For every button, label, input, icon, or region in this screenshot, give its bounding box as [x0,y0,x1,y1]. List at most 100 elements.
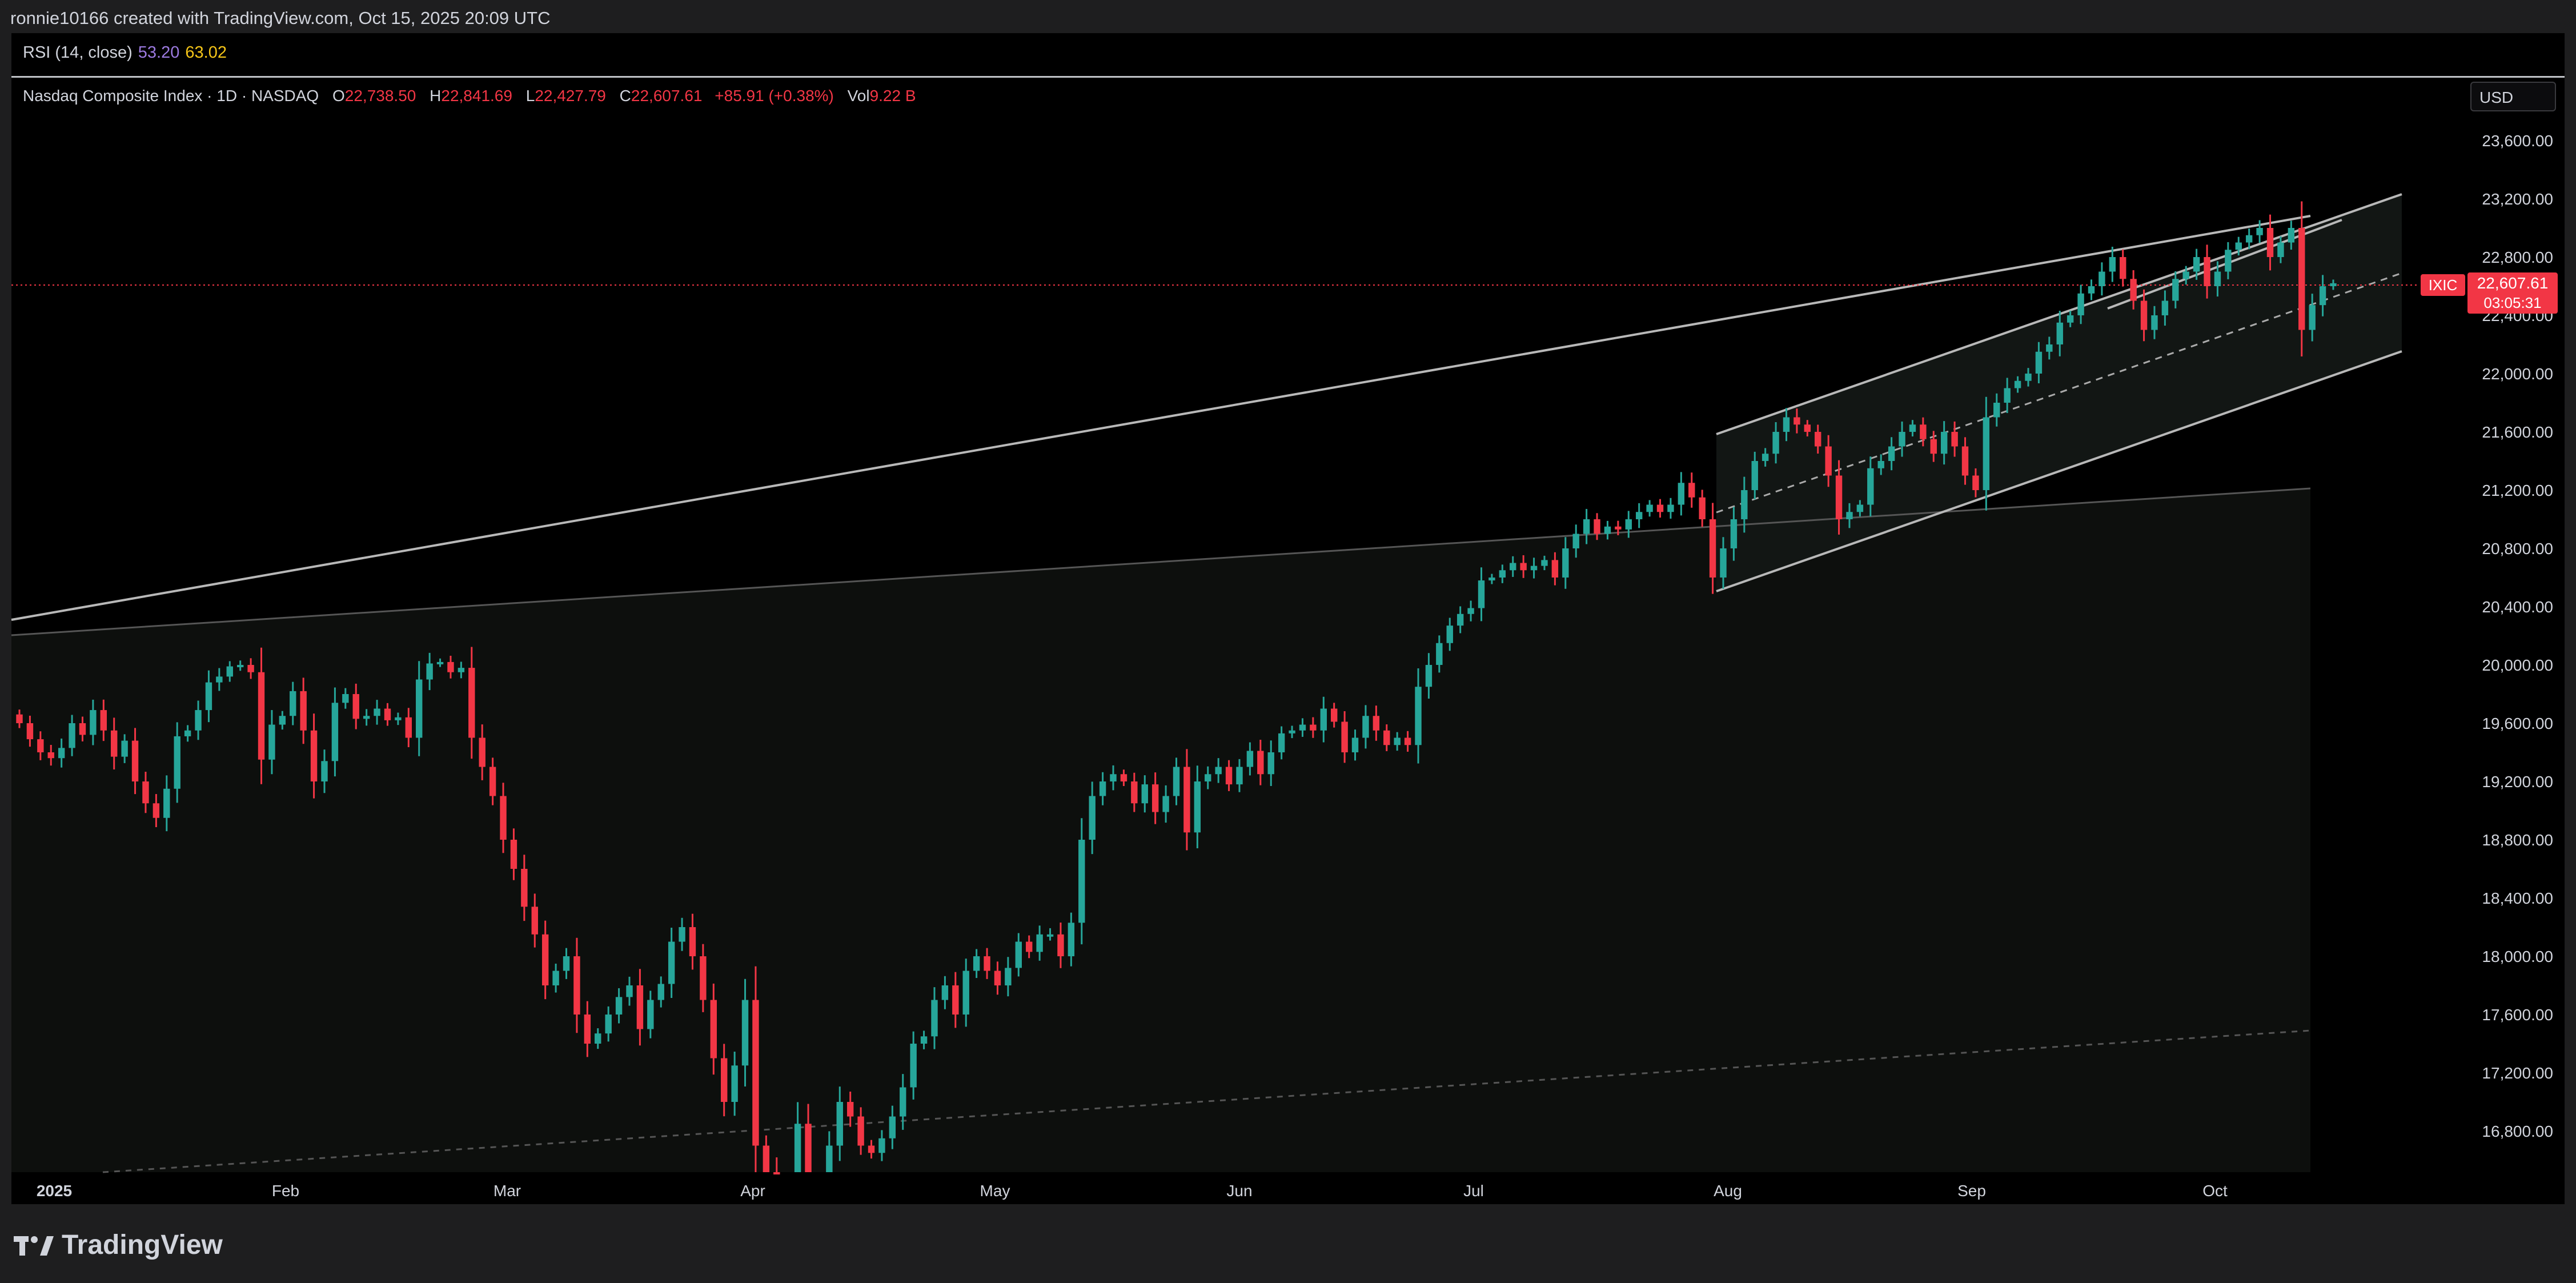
candle-body[interactable] [1446,626,1453,643]
candle-body[interactable] [1467,608,1474,614]
candle-body[interactable] [1005,968,1012,985]
candle-body[interactable] [962,971,969,1015]
candle-body[interactable] [258,672,265,760]
candle-body[interactable] [752,1000,759,1146]
candle-body[interactable] [142,781,149,804]
candle-body[interactable] [984,956,990,971]
candle-body[interactable] [436,661,444,664]
candle-body[interactable] [605,1015,612,1034]
candle-body[interactable] [900,1087,906,1117]
channel-lower-line[interactable] [1716,350,2402,592]
candle-body[interactable] [153,803,160,818]
candle-body[interactable] [1920,424,1927,439]
candle-body[interactable] [279,716,286,725]
candle-body[interactable] [426,663,433,680]
candle-body[interactable] [131,740,139,781]
candle-body[interactable] [1131,781,1138,804]
candle-body[interactable] [952,985,959,1015]
candle-body[interactable] [69,723,75,748]
candle-body[interactable] [79,723,86,735]
candle-body[interactable] [1341,721,1348,752]
candle-body[interactable] [846,1102,854,1117]
candle-body[interactable] [2025,374,2032,381]
candle-body[interactable] [1383,730,1390,745]
candle-body[interactable] [331,703,339,761]
candle-body[interactable] [794,1124,801,1172]
candle-body[interactable] [2004,388,2011,403]
candle-body[interactable] [268,724,275,760]
candle-body[interactable] [2109,257,2116,272]
candle-body[interactable] [47,752,54,759]
candle-body[interactable] [90,710,97,735]
candle-body[interactable] [310,730,318,781]
brand-logo[interactable]: TradingView [14,1229,223,1261]
candle-body[interactable] [300,691,307,731]
currency-button[interactable]: USD [2470,82,2556,111]
candle-body[interactable] [1594,519,1600,534]
candle-body[interactable] [910,1044,917,1088]
candle-body[interactable] [763,1145,770,1173]
candle-body[interactable] [1846,512,1853,519]
candle-body[interactable] [1194,781,1201,833]
candle-body[interactable] [731,1065,738,1102]
candle-body[interactable] [941,985,949,1000]
candle-body[interactable] [2330,283,2337,286]
candle-body[interactable] [1909,424,1916,432]
candle-body[interactable] [584,1015,591,1044]
candle-body[interactable] [1488,578,1495,581]
candle-body[interactable] [2235,242,2242,250]
candle-body[interactable] [1572,534,1579,549]
candle-body[interactable] [857,1116,864,1146]
candle-body[interactable] [573,956,580,1015]
candle-body[interactable] [405,717,412,738]
candle-body[interactable] [1151,784,1159,812]
candle-body[interactable] [290,691,296,716]
candle-body[interactable] [16,714,23,723]
candle-body[interactable] [1436,643,1443,665]
candle-body[interactable] [1456,614,1464,626]
candle-body[interactable] [657,984,664,1000]
candle-body[interactable] [973,956,980,971]
candle-body[interactable] [1510,563,1516,571]
candle-body[interactable] [1278,733,1285,752]
candle-body[interactable] [1951,432,1958,447]
candle-body[interactable] [2035,351,2043,374]
candle-body[interactable] [2204,257,2210,286]
candle-body[interactable] [1394,737,1401,745]
candle-body[interactable] [342,694,349,703]
candle-body[interactable] [1225,767,1233,785]
candle-body[interactable] [1625,519,1632,530]
long-trendline[interactable] [11,215,2311,621]
candle-body[interactable] [636,985,644,1029]
candle-body[interactable] [500,796,507,840]
candle-body[interactable] [1373,716,1380,731]
candle-body[interactable] [2225,250,2232,272]
candle-body[interactable] [363,716,370,719]
candle-body[interactable] [236,665,244,667]
candle-body[interactable] [1099,781,1106,796]
candle-body[interactable] [1856,504,1864,512]
candle-body[interactable] [1362,716,1369,738]
candle-body[interactable] [1320,708,1327,731]
candle-body[interactable] [1656,504,1664,512]
candle-body[interactable] [868,1145,875,1153]
candle-body[interactable] [773,1172,780,1174]
candles[interactable] [16,201,2337,1174]
candle-body[interactable] [1257,751,1264,775]
candle-body[interactable] [1772,432,1779,454]
candle-body[interactable] [216,676,223,683]
candle-body[interactable] [1120,774,1127,781]
candle-body[interactable] [1877,461,1884,468]
candle-body[interactable] [2067,315,2074,323]
candle-body[interactable] [1583,519,1590,534]
candle-body[interactable] [1635,512,1643,519]
candle-body[interactable] [1425,665,1433,687]
candle-body[interactable] [1162,796,1169,812]
candle-body[interactable] [2130,279,2137,301]
candle-body[interactable] [1720,548,1727,578]
candle-body[interactable] [1993,403,2000,418]
candle-body[interactable] [1983,417,1990,491]
candle-body[interactable] [1015,941,1022,968]
candle-body[interactable] [1183,767,1190,833]
candle-body[interactable] [2056,322,2063,344]
